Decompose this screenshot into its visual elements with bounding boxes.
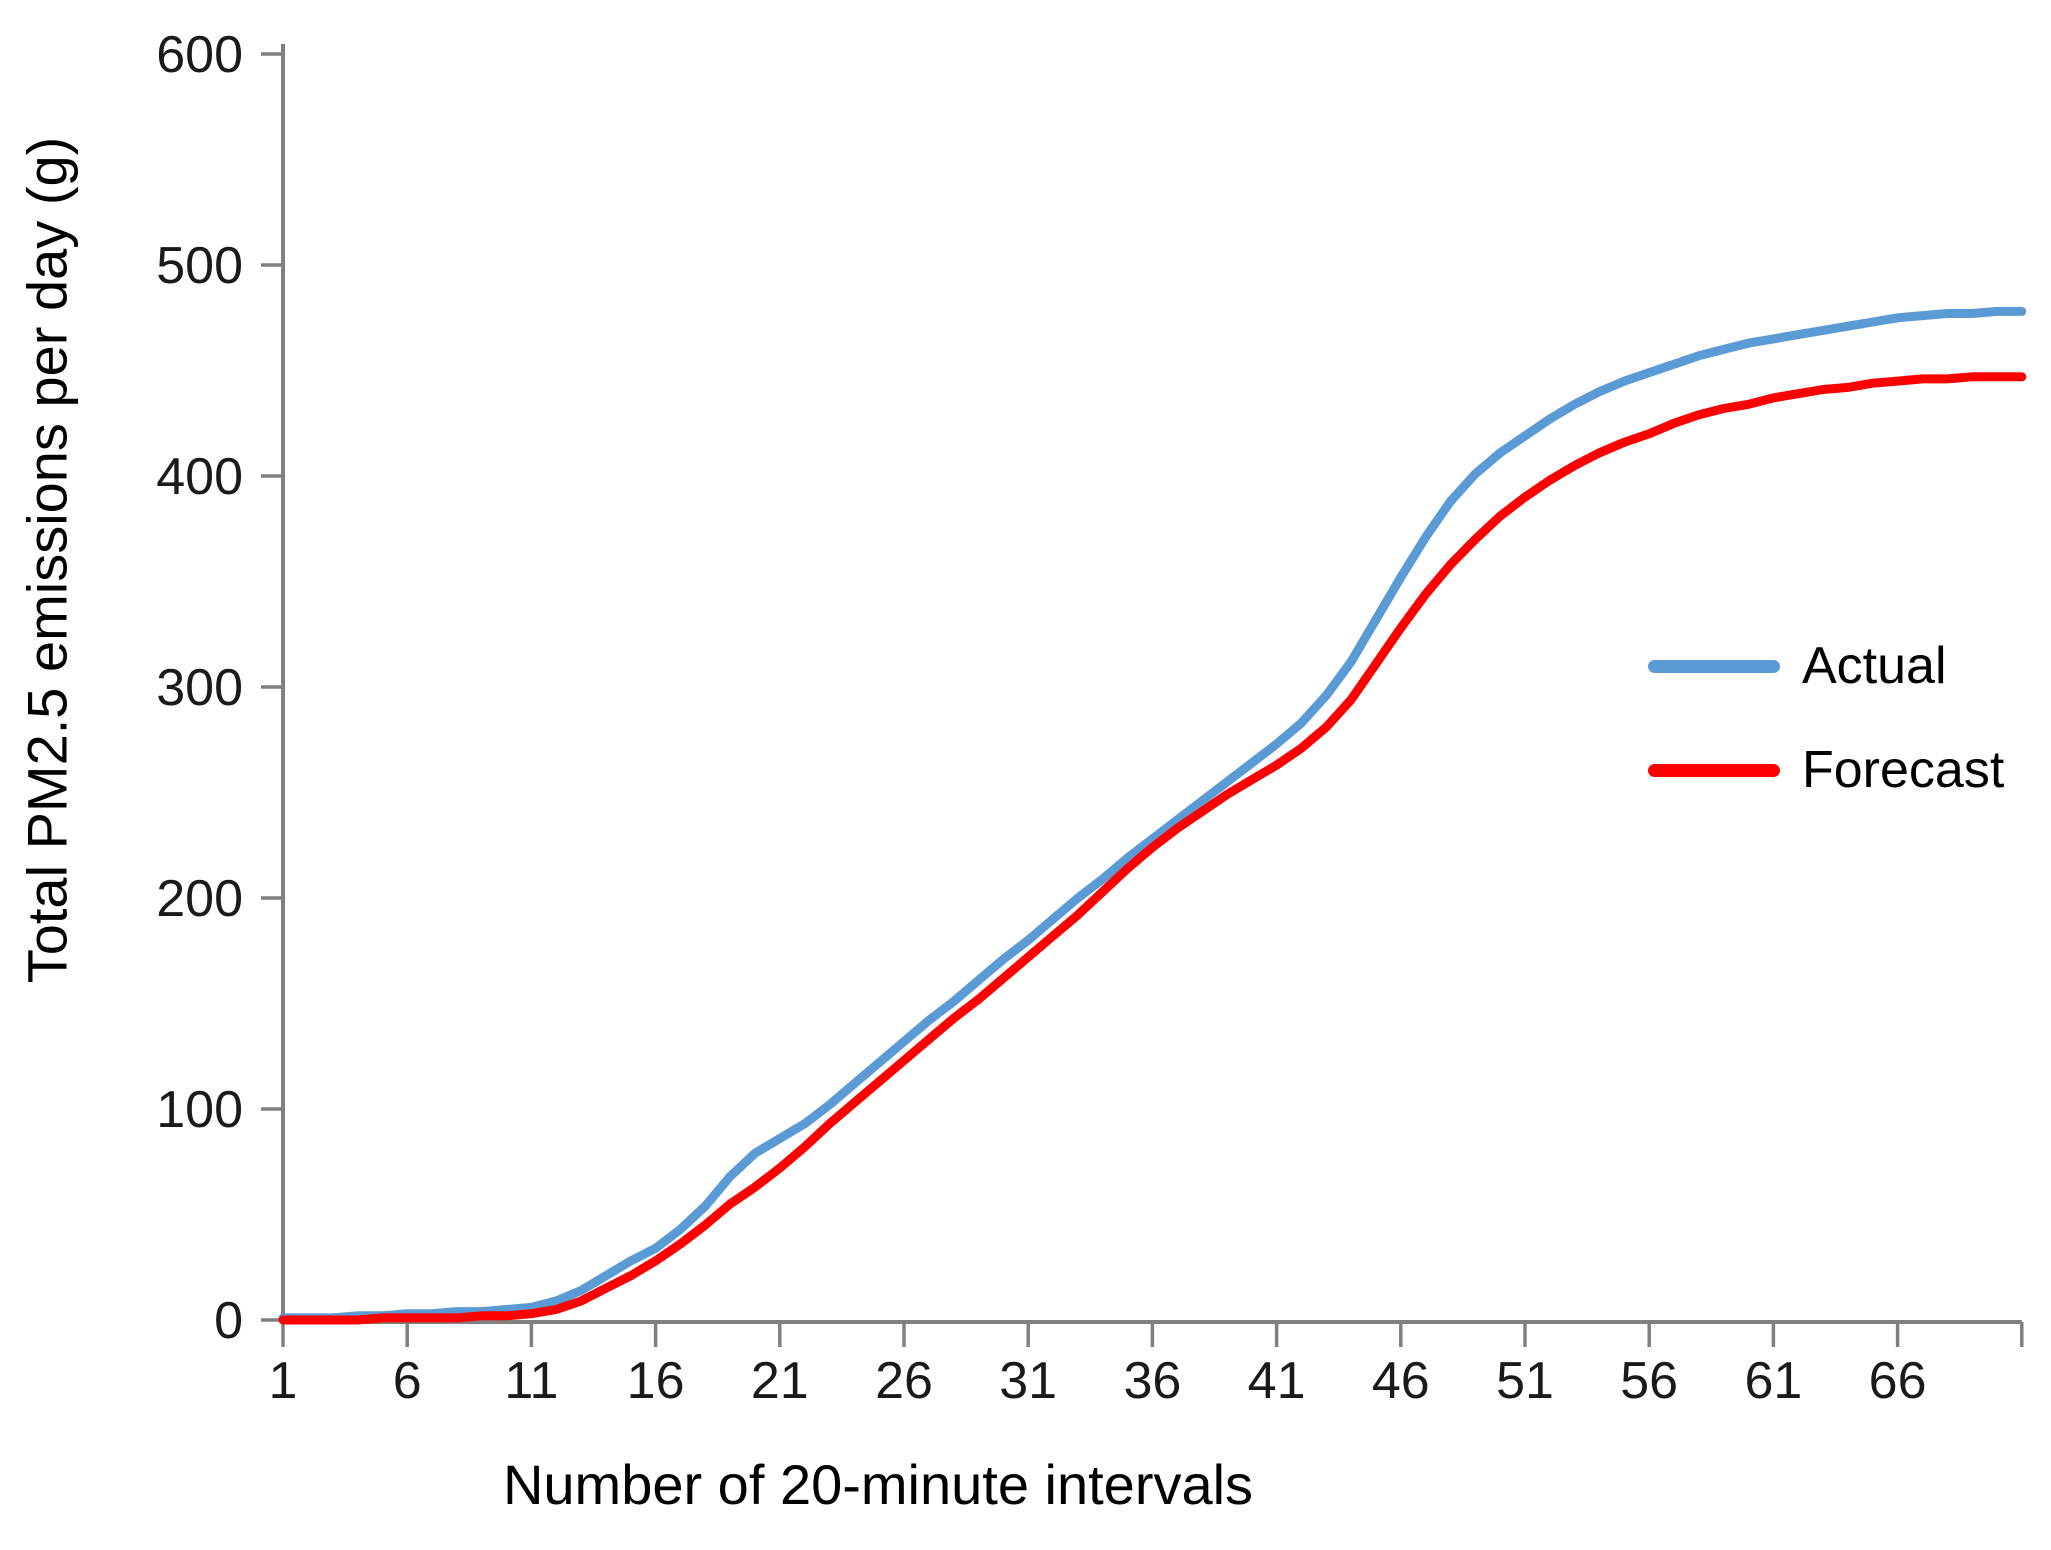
x-tick-label: 21 xyxy=(751,1352,809,1410)
y-tick-label: 600 xyxy=(156,26,243,84)
x-tick-label: 46 xyxy=(1372,1352,1430,1410)
y-tick-label: 300 xyxy=(156,659,243,717)
legend-item-forecast: Forecast xyxy=(1648,741,2005,799)
series-line-actual xyxy=(278,306,2027,1323)
legend-label-forecast: Forecast xyxy=(1802,741,2005,799)
x-tick-label: 66 xyxy=(1869,1352,1927,1410)
y-tick-label: 200 xyxy=(156,870,243,928)
y-axis-title: Total PM2.5 emissions per day (g) xyxy=(15,136,79,984)
x-tick-label: 31 xyxy=(999,1352,1057,1410)
actual-line-swatch xyxy=(1648,659,1780,673)
x-tick-label: 11 xyxy=(504,1352,558,1410)
legend: Actual Forecast xyxy=(1648,637,2005,846)
x-tick-label: 1 xyxy=(269,1352,298,1410)
series-line-forecast xyxy=(278,372,2027,1325)
x-tick-label: 26 xyxy=(875,1352,933,1410)
x-tick-label: 51 xyxy=(1496,1352,1554,1410)
x-tick-label: 36 xyxy=(1123,1352,1181,1410)
y-tick-label: 0 xyxy=(214,1292,243,1350)
y-tick-label: 500 xyxy=(156,237,243,295)
x-tick-label: 61 xyxy=(1744,1352,1802,1410)
x-axis-title: Number of 20-minute intervals xyxy=(502,1453,1254,1516)
x-tick-label: 16 xyxy=(627,1352,685,1410)
y-tick-label: 100 xyxy=(156,1081,243,1139)
forecast-line-swatch xyxy=(1648,763,1780,777)
x-tick-label: 56 xyxy=(1620,1352,1678,1410)
x-tick-label: 6 xyxy=(393,1352,422,1410)
legend-item-actual: Actual xyxy=(1648,637,2004,695)
legend-label-actual: Actual xyxy=(1802,637,1947,695)
x-tick-label: 41 xyxy=(1248,1352,1306,1410)
y-tick-label: 400 xyxy=(156,448,243,506)
